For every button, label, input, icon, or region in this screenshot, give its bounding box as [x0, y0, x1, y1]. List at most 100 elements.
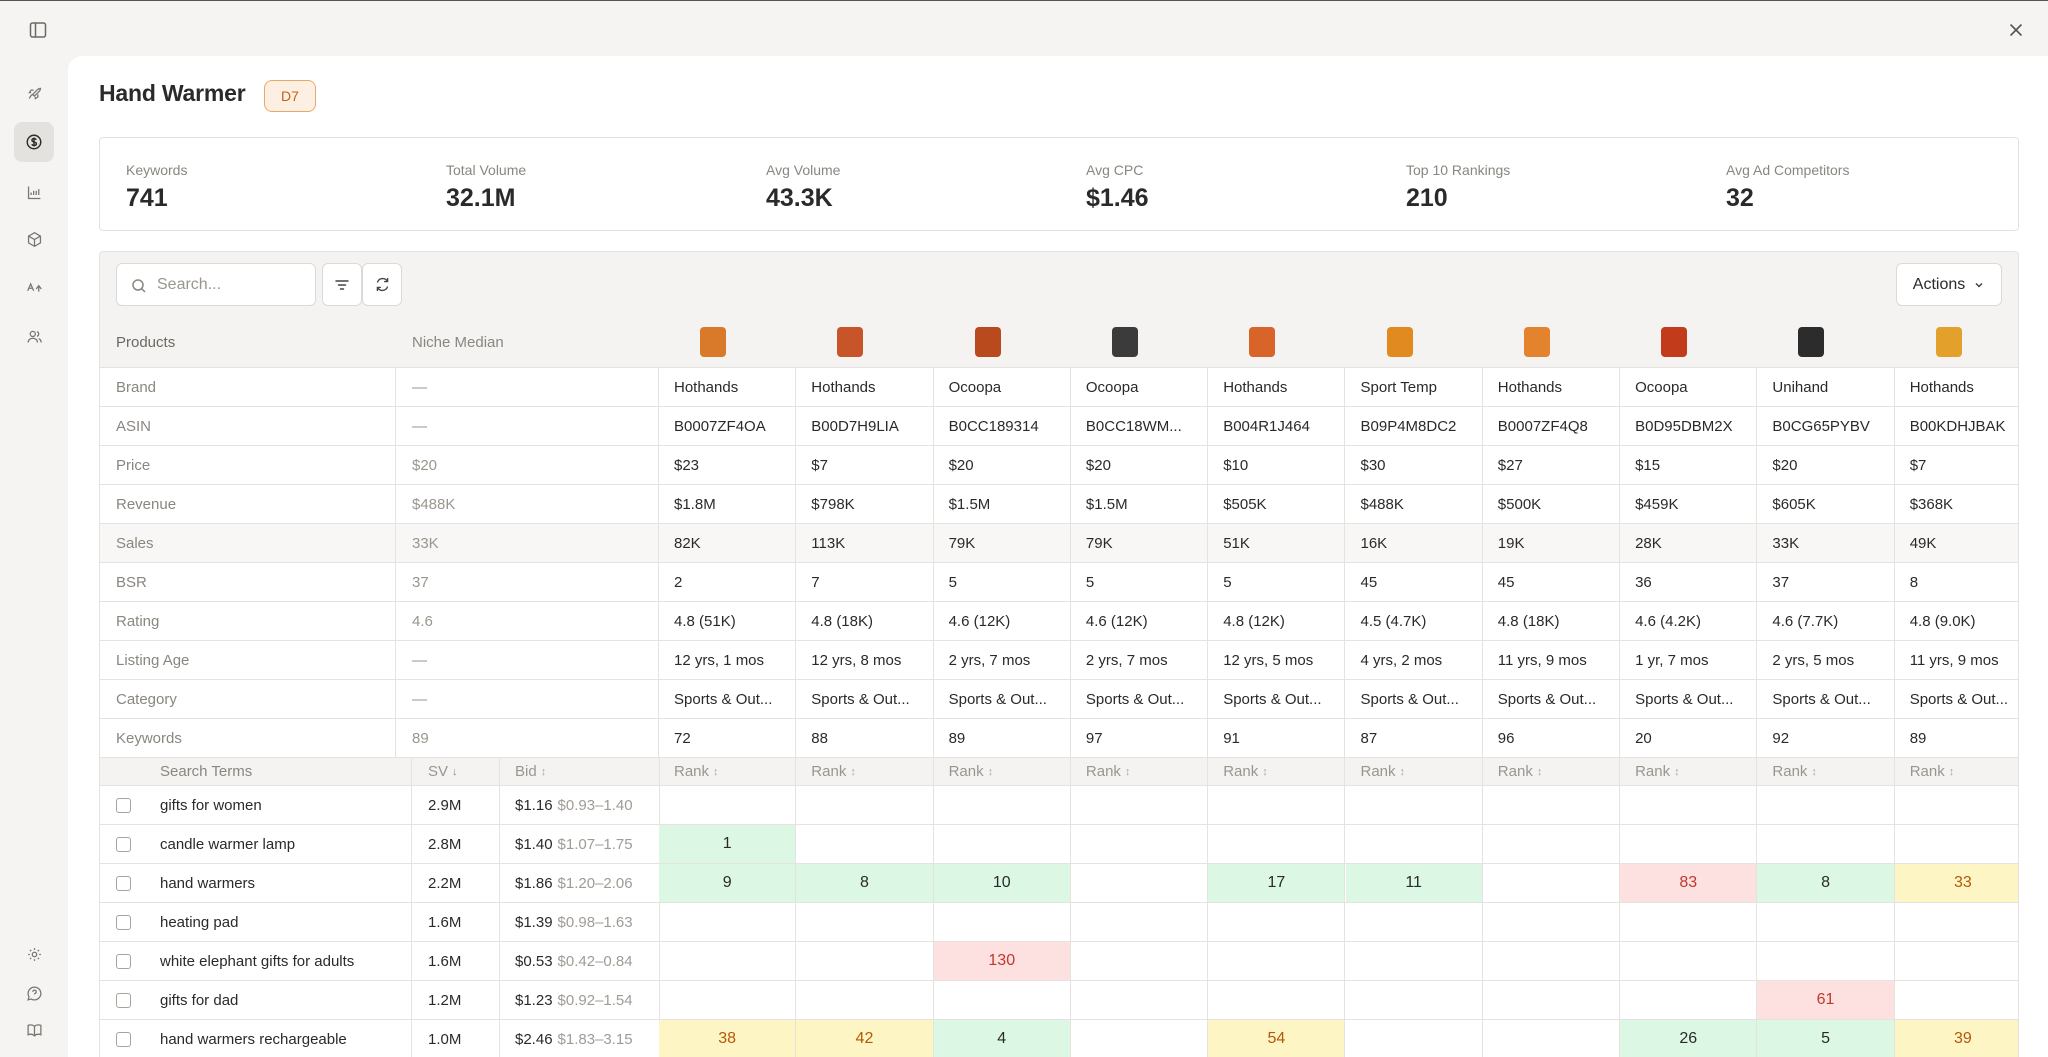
product-column-header[interactable]: [1757, 317, 1894, 367]
product-column-header[interactable]: [1071, 317, 1208, 367]
product-attribute-value: Sports & Out...: [796, 680, 934, 718]
product-attribute-value[interactable]: B0D95DBM2X: [1620, 407, 1758, 445]
product-attribute-value: 2 yrs, 7 mos: [1071, 641, 1209, 679]
rank-header[interactable]: Rank ↕: [1757, 758, 1895, 785]
product-attribute-value: 97: [1071, 719, 1209, 757]
rank-header[interactable]: Rank ↕: [934, 758, 1071, 785]
attribute-row: ASIN — B0007ZF4OA B00D7H9LIA B0CC189314 B0CC1…: [100, 407, 2018, 446]
settings-gear-icon[interactable]: [14, 934, 54, 974]
help-chat-icon[interactable]: [14, 973, 54, 1013]
actions-label: Actions: [1912, 275, 1966, 293]
product-attribute-value: 4.5 (4.7K): [1346, 602, 1483, 640]
product-attribute-value[interactable]: B0007ZF4OA: [659, 407, 797, 445]
close-icon[interactable]: [2004, 18, 2028, 42]
rank-header[interactable]: Rank ↕: [1071, 758, 1209, 785]
row-checkbox[interactable]: [116, 875, 131, 891]
product-attribute-value[interactable]: B0CC18WM...: [1071, 407, 1209, 445]
product-attribute-value[interactable]: B0007ZF4Q8: [1483, 407, 1621, 445]
rank-header-label: Rank: [1635, 763, 1671, 780]
rank-cell: 5: [1757, 1020, 1895, 1057]
product-attribute-value[interactable]: B0CG65PYBV: [1757, 407, 1895, 445]
rank-header[interactable]: Rank ↕: [1620, 758, 1758, 785]
sort-icon: ↕: [540, 765, 547, 778]
product-attribute-value: Sport Temp: [1346, 368, 1483, 406]
rank-cell: [1071, 942, 1209, 980]
row-checkbox[interactable]: [116, 797, 131, 813]
row-checkbox[interactable]: [116, 1031, 131, 1047]
rank-header-label: Rank: [674, 763, 710, 780]
product-attribute-value[interactable]: B00KDHJBAK: [1895, 407, 2018, 445]
attribute-label: Category: [100, 680, 396, 718]
product-column-header[interactable]: [1208, 317, 1345, 367]
search-term: candle warmer lamp: [144, 825, 412, 863]
sv-header[interactable]: SV ↓: [412, 758, 500, 785]
filter-button[interactable]: [322, 263, 362, 306]
refresh-icon: [376, 277, 388, 292]
row-checkbox[interactable]: [116, 914, 131, 930]
product-thumbnail[interactable]: [700, 327, 726, 357]
product-thumbnail[interactable]: [1386, 327, 1413, 357]
product-column-header[interactable]: [1895, 317, 2018, 367]
rank-header-label: Rank: [811, 763, 847, 780]
product-attribute-value: 5: [1208, 563, 1346, 601]
niche-median-value: 37: [396, 563, 659, 601]
row-checkbox[interactable]: [116, 953, 131, 969]
book-icon[interactable]: [14, 1010, 54, 1050]
product-attribute-value: Sports & Out...: [1208, 680, 1346, 718]
product-attribute-value[interactable]: B0CC189314: [934, 407, 1071, 445]
rank-header[interactable]: Rank ↕: [1483, 758, 1621, 785]
row-checkbox[interactable]: [116, 992, 131, 1008]
users-icon[interactable]: [14, 316, 54, 356]
bid-header[interactable]: Bid ↕: [500, 758, 660, 785]
attribute-row: BSR 37 2 7 5 5 5 45 45 36 37 8: [100, 563, 2018, 602]
row-checkbox[interactable]: [116, 836, 131, 852]
actions-button[interactable]: Actions: [1896, 263, 2002, 306]
product-thumbnail[interactable]: [1523, 327, 1550, 357]
product-thumbnail[interactable]: [1661, 327, 1688, 357]
rank-cell: [796, 825, 934, 863]
rank-header[interactable]: Rank ↕: [1895, 758, 2018, 785]
search-volume: 1.0M: [412, 1020, 500, 1057]
product-thumbnail[interactable]: [1798, 327, 1825, 357]
product-column-header[interactable]: [1346, 317, 1483, 367]
rank-header-label: Rank: [1772, 763, 1808, 780]
sidebar-toggle-icon[interactable]: [26, 18, 50, 42]
product-column-header[interactable]: [934, 317, 1071, 367]
search-volume: 2.9M: [412, 786, 500, 824]
product-column-header[interactable]: [659, 317, 796, 367]
product-attribute-value: Hothands: [659, 368, 797, 406]
product-column-header[interactable]: [796, 317, 933, 367]
rank-header[interactable]: Rank ↕: [1208, 758, 1346, 785]
product-attribute-value[interactable]: B004R1J464: [1208, 407, 1346, 445]
dollar-circle-icon[interactable]: [14, 122, 54, 162]
refresh-button[interactable]: [362, 263, 402, 306]
product-attribute-value[interactable]: B00D7H9LIA: [796, 407, 934, 445]
product-thumbnail[interactable]: [1935, 327, 1962, 357]
rank-cell: [934, 903, 1071, 941]
product-column-header[interactable]: [1483, 317, 1620, 367]
product-attribute-value: 91: [1208, 719, 1346, 757]
bid-value: $0.53 $0.42–0.84: [500, 942, 660, 980]
rank-cell: [796, 903, 934, 941]
bid-value: $1.23 $0.92–1.54: [500, 981, 660, 1019]
product-thumbnail[interactable]: [837, 327, 864, 357]
stat-avg-volume: Avg Volume 43.3K: [766, 162, 841, 212]
rank-cell: 130: [933, 942, 1071, 980]
product-column-header[interactable]: [1620, 317, 1757, 367]
translate-icon[interactable]: [14, 266, 54, 306]
package-icon[interactable]: [14, 219, 54, 259]
chart-icon[interactable]: [14, 172, 54, 212]
rank-cell: [1071, 786, 1209, 824]
rocket-icon[interactable]: [14, 73, 54, 113]
rank-header[interactable]: Rank ↕: [1346, 758, 1483, 785]
product-thumbnail[interactable]: [1249, 327, 1276, 357]
search-input[interactable]: [157, 274, 307, 296]
rank-header[interactable]: Rank ↕: [796, 758, 934, 785]
rank-cell: [1757, 825, 1895, 863]
product-thumbnail[interactable]: [974, 327, 1001, 357]
product-attribute-value: Hothands: [796, 368, 934, 406]
rank-header[interactable]: Rank ↕: [659, 758, 797, 785]
product-thumbnail[interactable]: [1111, 327, 1138, 357]
rank-header-label: Rank: [1223, 763, 1259, 780]
product-attribute-value[interactable]: B09P4M8DC2: [1346, 407, 1483, 445]
